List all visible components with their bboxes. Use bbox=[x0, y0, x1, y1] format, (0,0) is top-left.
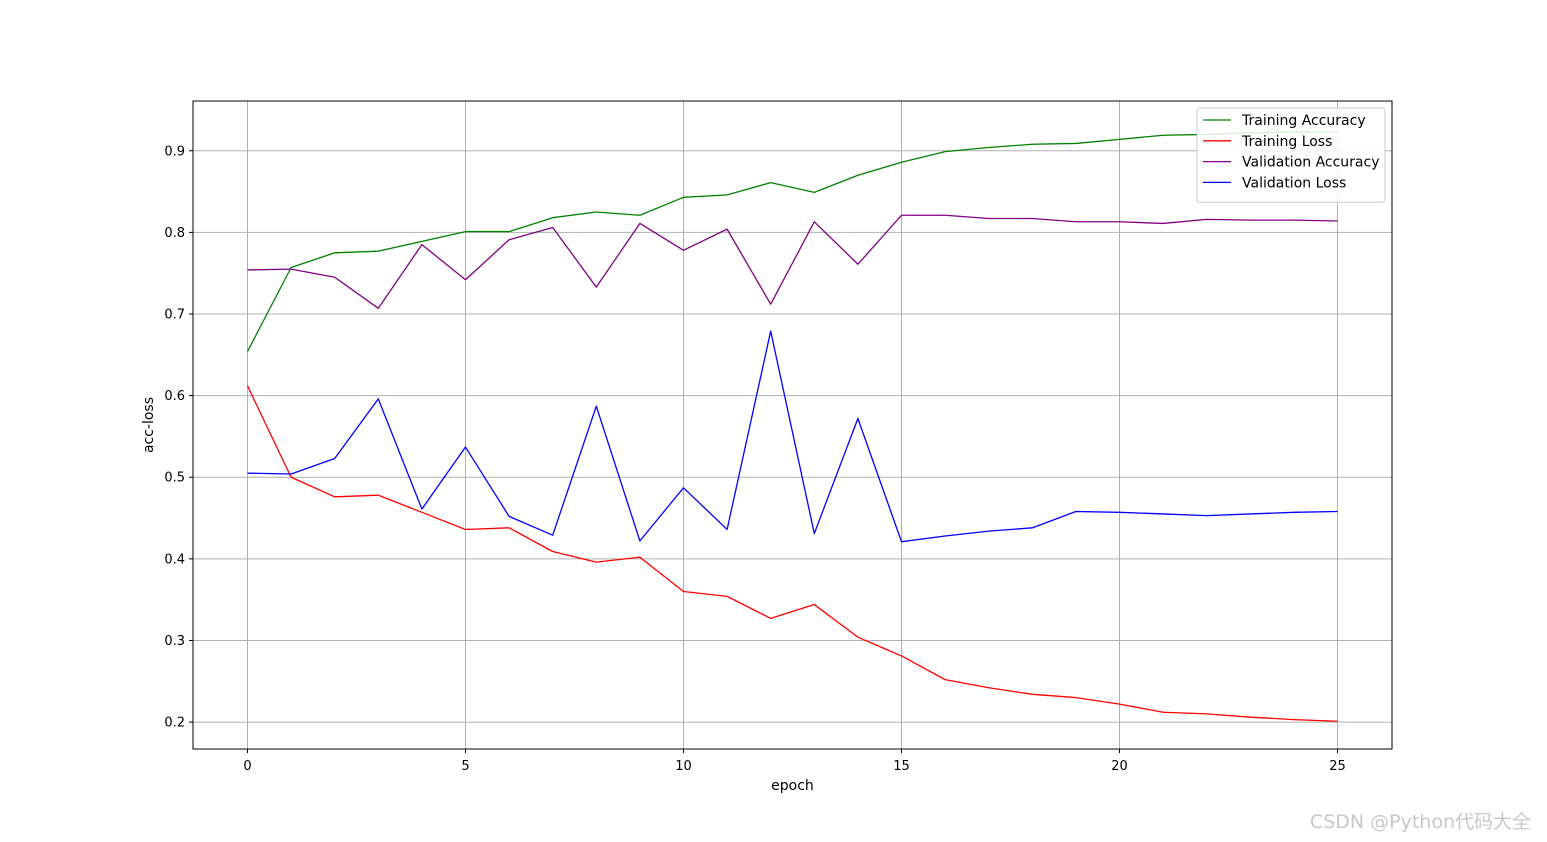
y-tick-label: 0.6 bbox=[164, 389, 185, 404]
series-lines bbox=[246, 131, 1338, 722]
series-line-training-accuracy bbox=[246, 131, 1338, 352]
series-line-validation-loss bbox=[247, 330, 1338, 543]
y-tick-label: 0.4 bbox=[164, 552, 185, 567]
y-tick-label: 0.5 bbox=[164, 471, 185, 486]
x-tick-label: 5 bbox=[461, 759, 469, 774]
y-axis-label: acc-loss bbox=[141, 397, 157, 453]
y-tick-label: 0.8 bbox=[164, 226, 185, 241]
x-tick-label: 15 bbox=[893, 759, 910, 774]
x-tick-label: 10 bbox=[675, 759, 692, 774]
watermark: CSDN @Python代码大全 bbox=[1309, 811, 1531, 833]
x-axis-label: epoch bbox=[771, 778, 814, 794]
y-tick-label: 0.3 bbox=[164, 634, 185, 649]
x-tick-label: 20 bbox=[1111, 759, 1128, 774]
legend-label: Training Loss bbox=[1241, 134, 1332, 150]
grid-lines bbox=[193, 101, 1392, 749]
y-tick-label: 0.7 bbox=[164, 308, 185, 323]
legend: Training Accuracy Training Loss Validation… bbox=[1196, 107, 1386, 203]
y-axis-ticks: 0.2 0.3 0.4 0.5 0.6 0.7 0.8 0.9 bbox=[164, 144, 193, 731]
legend-box bbox=[1196, 107, 1386, 203]
x-tick-label: 0 bbox=[243, 759, 251, 774]
legend-label: Validation Loss bbox=[1242, 175, 1346, 191]
x-axis-ticks: 0 5 10 15 20 25 bbox=[243, 749, 1346, 774]
series-line-validation-accuracy bbox=[247, 214, 1338, 309]
series-line-training-loss bbox=[246, 385, 1338, 722]
y-tick-label: 0.9 bbox=[164, 144, 185, 159]
x-tick-label: 25 bbox=[1329, 759, 1346, 774]
legend-label: Validation Accuracy bbox=[1242, 155, 1380, 171]
plot-area bbox=[192, 100, 1393, 750]
legend-label: Training Accuracy bbox=[1241, 113, 1366, 129]
y-tick-label: 0.2 bbox=[164, 716, 185, 731]
